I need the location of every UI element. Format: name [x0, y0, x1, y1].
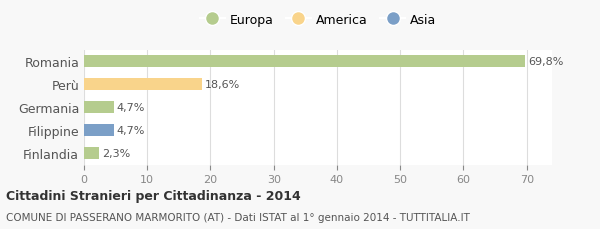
Bar: [84, 147, 98, 160]
Legend: Europa, America, Asia: Europa, America, Asia: [194, 8, 442, 31]
Bar: [84, 124, 114, 137]
Text: 18,6%: 18,6%: [205, 80, 240, 90]
Text: 69,8%: 69,8%: [529, 57, 564, 67]
Text: 4,7%: 4,7%: [117, 125, 145, 136]
Text: COMUNE DI PASSERANO MARMORITO (AT) - Dati ISTAT al 1° gennaio 2014 - TUTTITALIA.: COMUNE DI PASSERANO MARMORITO (AT) - Dat…: [6, 212, 470, 222]
Bar: [84, 79, 202, 91]
Bar: [84, 101, 114, 114]
Text: Cittadini Stranieri per Cittadinanza - 2014: Cittadini Stranieri per Cittadinanza - 2…: [6, 189, 301, 202]
Bar: [84, 56, 526, 68]
Text: 4,7%: 4,7%: [117, 103, 145, 113]
Text: 2,3%: 2,3%: [102, 148, 130, 158]
